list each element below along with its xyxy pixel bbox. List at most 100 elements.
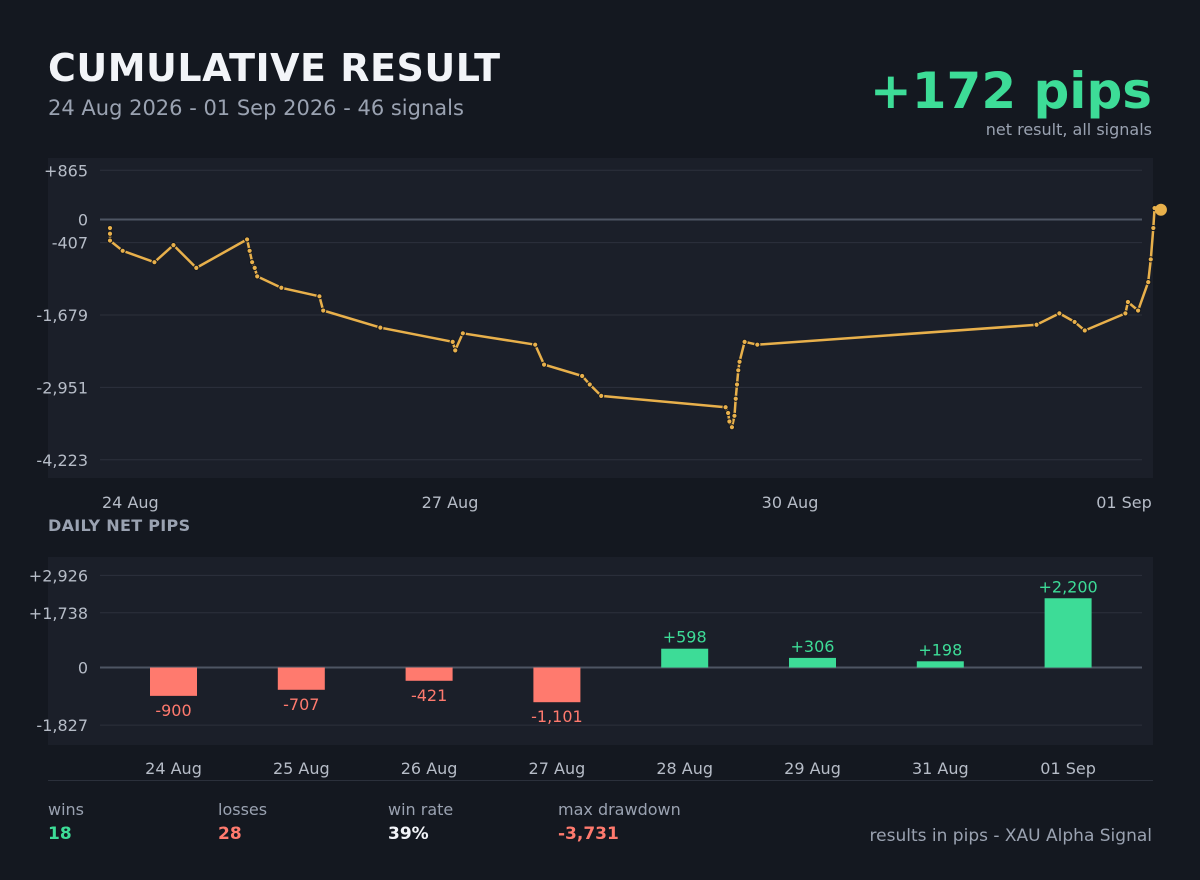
data-point — [540, 361, 548, 368]
divider — [48, 780, 1153, 781]
stat-wins: wins 18 — [48, 800, 84, 844]
data-point — [452, 347, 459, 354]
x-tick-label: 31 Aug — [912, 759, 969, 778]
date-range-subtitle: 24 Aug 2026 - 01 Sep 2026 - 46 signals — [48, 96, 464, 120]
footer-note: results in pips - XAU Alpha Signal — [869, 826, 1152, 846]
data-point — [741, 338, 748, 345]
data-point — [151, 259, 158, 266]
data-point — [316, 293, 323, 300]
data-point — [1124, 298, 1132, 306]
bar-value-label: +598 — [663, 628, 707, 647]
x-tick-label: 01 Sep — [1096, 493, 1152, 512]
stat-label: wins — [48, 800, 85, 819]
bar — [661, 648, 709, 668]
data-point — [193, 264, 200, 271]
data-point — [320, 307, 327, 314]
stat-max-drawdown: max drawdown -3,731 — [558, 800, 681, 844]
data-point — [449, 338, 456, 345]
stat-value: 39% — [388, 824, 429, 844]
stat-losses: losses 28 — [218, 800, 267, 844]
data-point — [754, 341, 761, 348]
data-point — [1071, 318, 1078, 326]
data-point — [119, 247, 126, 254]
bar-value-label: +306 — [791, 637, 835, 656]
data-point — [736, 358, 743, 365]
data-point — [106, 224, 114, 232]
stat-win-rate: win rate 39% — [388, 800, 453, 844]
stat-value: 28 — [218, 824, 242, 844]
data-point — [733, 381, 741, 388]
data-point — [254, 273, 261, 280]
plot-area — [48, 158, 1153, 478]
data-point — [726, 418, 733, 425]
y-tick-label: +2,926 — [29, 566, 88, 585]
data-point — [1147, 256, 1154, 263]
final-point — [1154, 203, 1167, 216]
y-tick-label: -1,827 — [36, 716, 88, 735]
data-point — [1033, 321, 1040, 328]
bar — [916, 661, 964, 668]
data-point — [731, 412, 738, 419]
data-point — [586, 381, 593, 388]
data-point — [1145, 278, 1152, 286]
stat-label: max drawdown — [558, 800, 681, 819]
data-point — [278, 284, 285, 291]
data-point — [728, 424, 736, 431]
data-point — [249, 259, 256, 266]
y-tick-label: -4,223 — [36, 451, 88, 470]
data-point — [532, 341, 539, 348]
data-point — [106, 237, 114, 244]
bar-value-label: -421 — [411, 686, 447, 705]
data-point — [598, 392, 605, 399]
y-tick-label: -2,951 — [36, 378, 88, 397]
data-point — [170, 242, 177, 249]
net-result-value: +172 pips — [869, 62, 1152, 120]
data-point — [722, 404, 729, 411]
bar-value-label: -900 — [155, 701, 191, 720]
daily-bar-chart: +2,926 +1,738 0 -1,827 -900 24 Aug -707 25 Aug -… — [29, 557, 1153, 778]
data-point — [725, 409, 732, 417]
net-result-caption: net result, all signals — [985, 120, 1152, 139]
cumulative-line-chart: +865 0 -407 -1,679 -2,951 -4,223 24 Aug 27 Aug 3… — [36, 158, 1167, 512]
bar-value-label: +198 — [918, 640, 962, 659]
data-point — [243, 236, 251, 243]
bar — [533, 667, 581, 703]
x-tick-label: 27 Aug — [422, 493, 479, 512]
y-tick-label: +1,738 — [29, 604, 88, 623]
y-tick-label: 0 — [78, 659, 88, 678]
y-tick-label: -1,679 — [36, 306, 88, 325]
stat-label: win rate — [388, 800, 454, 819]
bar — [789, 657, 836, 668]
stat-value: 18 — [48, 824, 72, 844]
plot-area — [48, 557, 1153, 745]
data-point — [732, 395, 739, 402]
data-point — [377, 324, 384, 331]
data-point — [459, 330, 466, 337]
bar — [405, 667, 453, 681]
page-title: CUMULATIVE RESULT — [48, 46, 501, 90]
x-tick-label: 30 Aug — [762, 493, 819, 512]
x-tick-label: 28 Aug — [656, 759, 713, 778]
x-tick-label: 25 Aug — [273, 759, 330, 778]
x-tick-label: 26 Aug — [401, 759, 458, 778]
x-tick-label: 27 Aug — [529, 759, 586, 778]
stat-label: losses — [218, 800, 268, 819]
bar-value-label: -1,101 — [531, 707, 583, 726]
x-tick-label: 24 Aug — [102, 493, 159, 512]
x-tick-label: 01 Sep — [1040, 759, 1096, 778]
data-point — [1081, 327, 1088, 334]
x-tick-label: 24 Aug — [145, 759, 202, 778]
bar-value-label: +2,200 — [1038, 577, 1097, 596]
y-tick-label: -407 — [52, 234, 88, 253]
data-point — [251, 264, 258, 271]
data-point — [1150, 224, 1157, 232]
bar — [1044, 598, 1092, 668]
data-point — [1056, 310, 1063, 317]
daily-section-title: DAILY NET PIPS — [48, 516, 191, 535]
bar-value-label: -707 — [283, 695, 319, 714]
stat-value: -3,731 — [558, 824, 619, 844]
data-point — [579, 372, 586, 380]
bar — [277, 667, 325, 690]
data-point — [1122, 310, 1129, 317]
data-point — [106, 230, 114, 237]
